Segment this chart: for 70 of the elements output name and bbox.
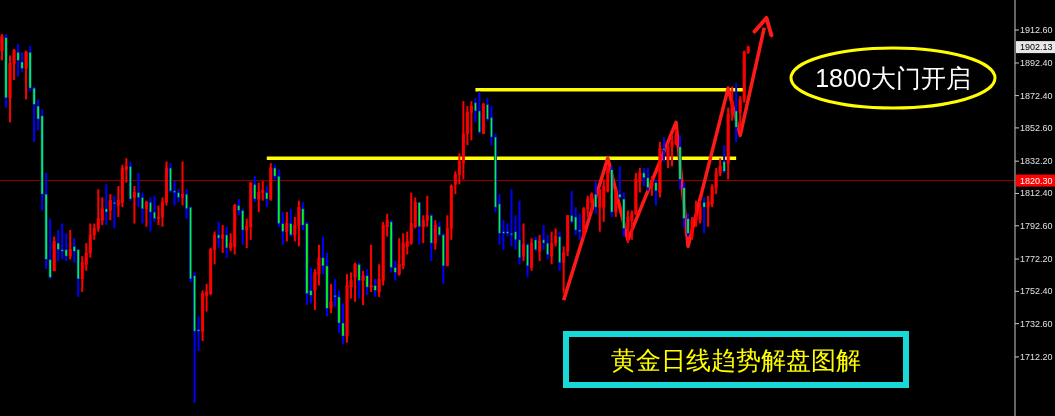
candlestick bbox=[369, 243, 373, 294]
candlestick bbox=[698, 199, 702, 225]
ref-line-label: 1820.30 bbox=[1020, 175, 1053, 186]
candlestick bbox=[169, 162, 173, 194]
candlestick bbox=[702, 196, 706, 235]
y-tick-label: 1792.60 bbox=[1020, 220, 1053, 231]
candlestick bbox=[329, 282, 333, 315]
y-tick-label: 1832.20 bbox=[1020, 156, 1053, 167]
candlestick bbox=[253, 175, 257, 204]
candlestick bbox=[257, 181, 261, 214]
candlestick bbox=[510, 188, 514, 248]
candlestick bbox=[289, 207, 293, 238]
candlestick bbox=[518, 199, 522, 266]
candlestick bbox=[24, 49, 28, 101]
candlestick bbox=[140, 191, 144, 225]
candlestick bbox=[506, 222, 509, 238]
y-tick-label: 1772.20 bbox=[1020, 254, 1053, 265]
candlestick bbox=[469, 100, 473, 142]
candlestick bbox=[397, 237, 401, 277]
candlestick bbox=[433, 219, 437, 251]
candlestick bbox=[538, 233, 542, 263]
candlestick bbox=[522, 222, 526, 263]
candlestick bbox=[68, 229, 72, 261]
annotation: 1800大门开启 bbox=[815, 64, 971, 92]
candlestick bbox=[550, 230, 554, 266]
candlestick bbox=[598, 188, 602, 233]
candlestick bbox=[614, 188, 618, 218]
candlestick bbox=[265, 184, 269, 209]
candlestick bbox=[722, 144, 726, 174]
candlestick bbox=[594, 180, 598, 215]
candlestick bbox=[16, 43, 20, 78]
candlestick bbox=[285, 211, 289, 243]
candlestick bbox=[646, 167, 650, 192]
y-tick-label: 1732.60 bbox=[1020, 318, 1053, 329]
candlestick bbox=[654, 178, 658, 207]
candlestick bbox=[365, 268, 369, 297]
candlestick bbox=[60, 222, 64, 261]
candlestick bbox=[225, 225, 229, 259]
candlestick bbox=[217, 220, 221, 249]
y-tick-label: 1912.60 bbox=[1020, 25, 1053, 36]
candlestick bbox=[181, 160, 185, 207]
y-tick-label: 1872.40 bbox=[1020, 90, 1053, 101]
candlestick bbox=[477, 90, 481, 135]
y-tick-label: 1812.40 bbox=[1020, 188, 1053, 199]
candlestick bbox=[104, 183, 108, 227]
candlestick bbox=[353, 261, 357, 303]
annotation: 1902.13 bbox=[1020, 42, 1053, 53]
y-tick-label: 1712.20 bbox=[1020, 351, 1053, 362]
candlestick bbox=[662, 136, 666, 163]
candlestick bbox=[221, 224, 225, 254]
candlestick bbox=[112, 194, 116, 230]
candlestick bbox=[148, 196, 152, 233]
candlestick bbox=[542, 224, 546, 251]
annotation: 黄金日线趋势解盘图解 bbox=[611, 346, 861, 374]
y-tick-label: 1752.40 bbox=[1020, 286, 1053, 297]
candlestick bbox=[734, 82, 738, 143]
candlestick bbox=[132, 184, 136, 225]
y-tick-label: 1852.60 bbox=[1020, 122, 1053, 133]
candlestick bbox=[144, 199, 148, 228]
candlestick bbox=[152, 194, 156, 223]
candlestick bbox=[574, 206, 578, 236]
y-tick-label: 1892.40 bbox=[1020, 57, 1053, 68]
candlestick bbox=[357, 261, 361, 300]
candlestick bbox=[108, 193, 112, 222]
candlestick bbox=[526, 242, 530, 279]
candlestick bbox=[650, 175, 654, 197]
candlestick bbox=[297, 199, 301, 248]
candlestick bbox=[361, 269, 365, 307]
candlestick bbox=[626, 209, 630, 245]
candlestick bbox=[0, 33, 4, 62]
